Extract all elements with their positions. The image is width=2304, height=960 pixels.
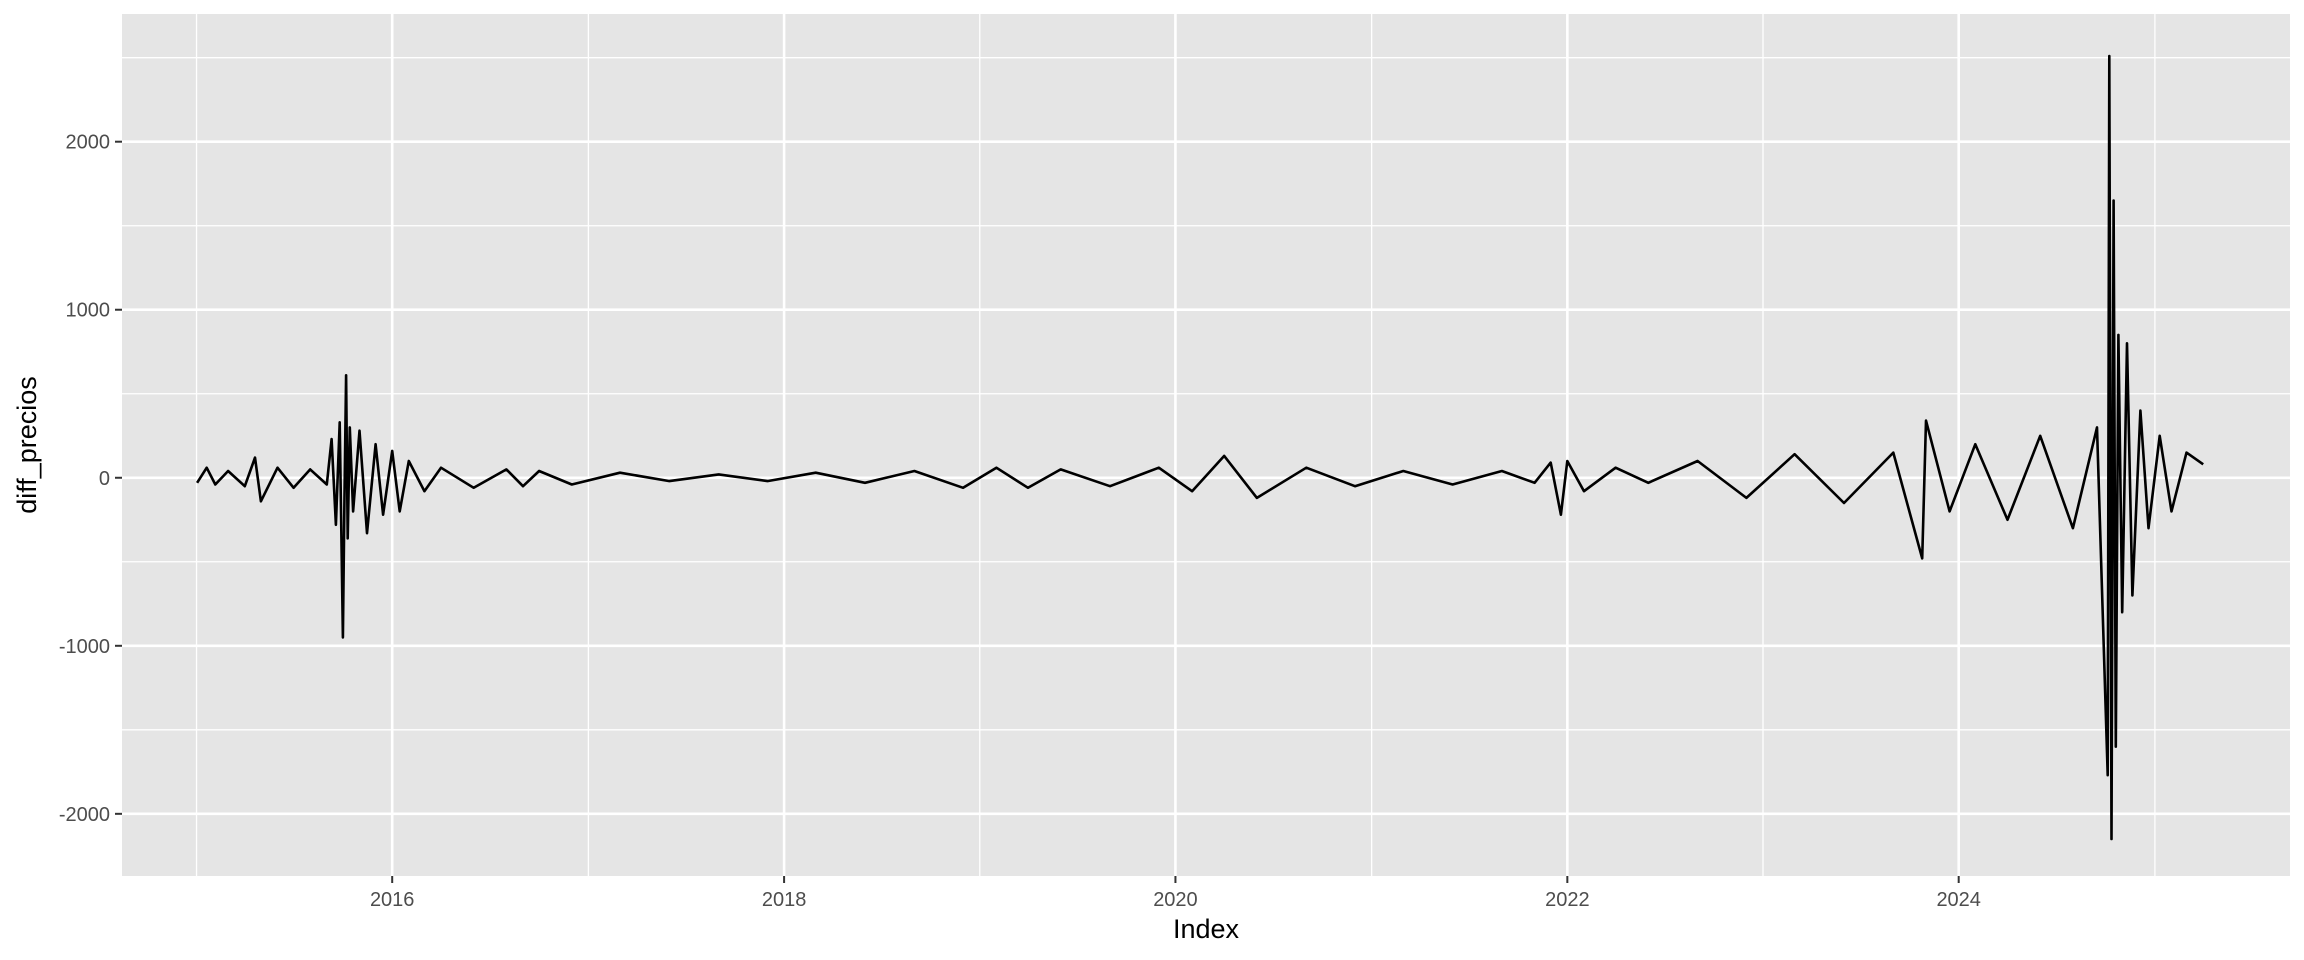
minor-gridlines [122,14,2290,876]
y-tick-label: -1000 [59,636,110,658]
x-axis-title: Index [1173,914,1240,944]
y-tick-label: 0 [99,468,110,490]
plot-panel [122,14,2290,876]
x-tick-label: 2020 [1153,889,1198,911]
y-tick-label: 1000 [66,300,111,322]
y-axis-ticks: -2000 -1000 0 1000 2000 [59,132,122,826]
y-axis-title: diff_precios [12,376,42,514]
y-tick-label: -2000 [59,804,110,826]
x-axis-ticks: 2016 2018 2020 2022 2024 [370,876,1981,911]
x-tick-label: 2016 [370,889,415,911]
x-tick-label: 2018 [762,889,807,911]
series-line-diff-precios [196,54,2204,841]
x-tick-label: 2022 [1545,889,1590,911]
x-tick-label: 2024 [1936,889,1981,911]
y-tick-label: 2000 [66,132,111,154]
